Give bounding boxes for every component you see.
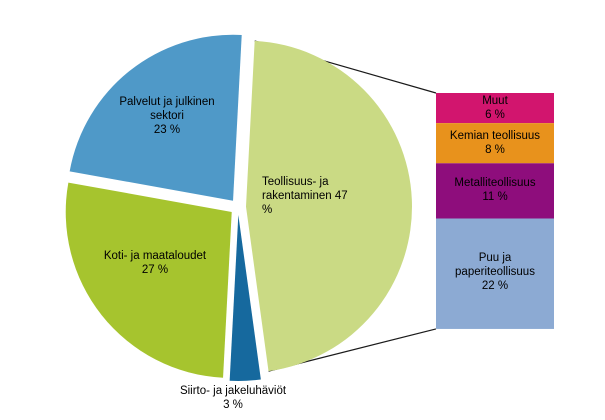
bar-label-metalli: Metalliteollisuus 11 % bbox=[454, 177, 536, 203]
bar-segment-puu bbox=[436, 218, 554, 329]
bar-label-puu: Puu ja paperiteollisuus 22 % bbox=[455, 252, 535, 292]
slice-label-teollisuus: Teollisuus- ja rakentaminen 47 % bbox=[262, 176, 348, 216]
bar-segment-kemian bbox=[436, 123, 554, 164]
pie-slice-siirto bbox=[229, 214, 261, 381]
slice-label-koti: Koti- ja maataloudet 27 % bbox=[103, 250, 207, 276]
bar-segment-muut bbox=[436, 93, 554, 124]
slice-label-palvelut: Palvelut ja julkinen sektori 23 % bbox=[119, 96, 215, 136]
pie-slice-teollisuus bbox=[245, 40, 412, 372]
bar-segment-metalli bbox=[436, 163, 554, 219]
slice-label-siirto: Siirto- ja jakeluhäviöt 3 % bbox=[179, 385, 287, 411]
bar-label-kemian: Kemian teollisuus 8 % bbox=[449, 130, 541, 156]
pie-slice-palvelut bbox=[69, 34, 242, 201]
bar-label-muut: Muut 6 % bbox=[482, 95, 508, 121]
pie-slice-koti bbox=[65, 182, 232, 378]
